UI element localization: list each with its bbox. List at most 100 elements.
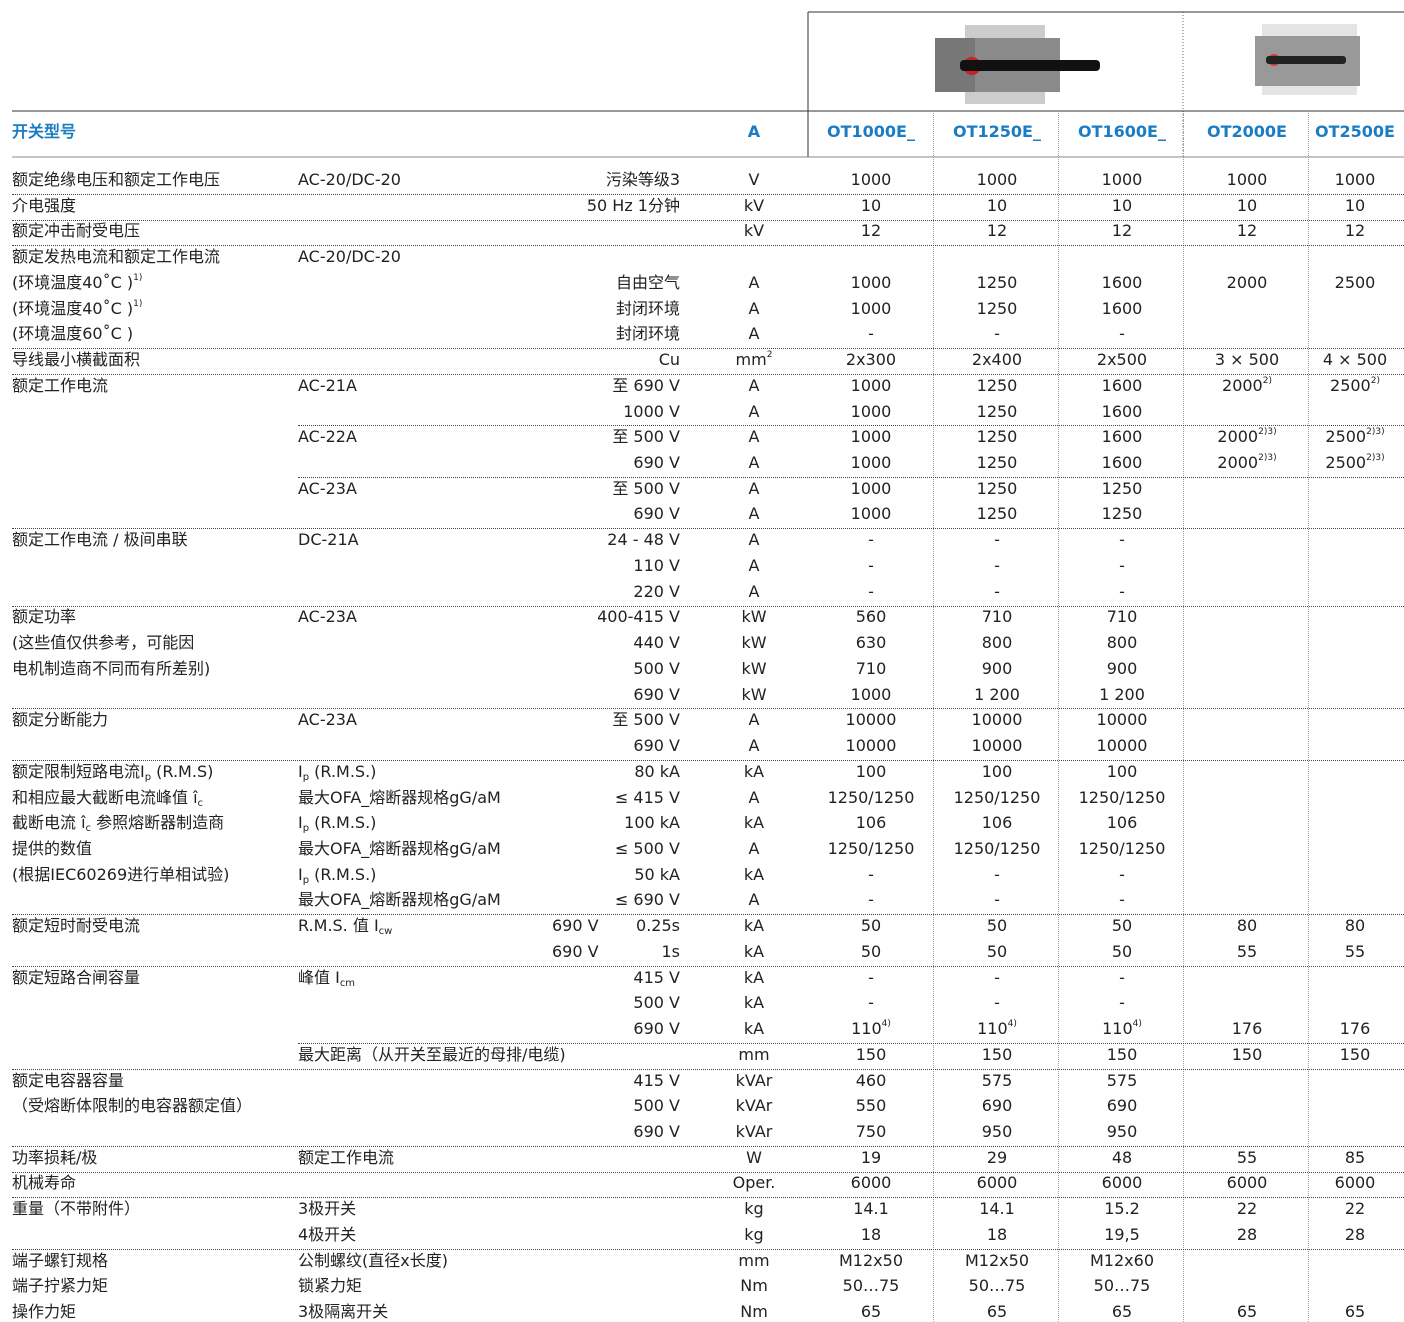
text: 110 <box>1102 1019 1133 1038</box>
text: 690 V <box>552 915 599 937</box>
sub: c <box>198 798 204 809</box>
product-image <box>935 25 1100 104</box>
value: 1250 <box>1060 503 1184 525</box>
label: 重量（不带附件） <box>12 1198 140 1220</box>
value: 55 <box>1185 1147 1309 1169</box>
condition: 封闭环境 <box>430 298 680 320</box>
value: 1104) <box>1060 1018 1184 1040</box>
value: 14.1 <box>935 1198 1059 1220</box>
label: (这些值仅供参考，可能因 <box>12 632 194 654</box>
value: 800 <box>1060 632 1184 654</box>
condition: 80 kA <box>430 761 680 783</box>
model-name: OT1600E_ <box>1060 121 1184 143</box>
sub-parameter: 峰值 Icm <box>298 967 355 989</box>
value: 55 <box>1293 941 1404 963</box>
unit: kA <box>704 992 804 1014</box>
value: 50 <box>1060 941 1184 963</box>
value: 710 <box>809 658 933 680</box>
unit: kVAr <box>704 1095 804 1117</box>
value: 1000 <box>809 478 933 500</box>
row-rule <box>12 245 1404 246</box>
unit: mm <box>704 1044 804 1066</box>
value: 150 <box>935 1044 1059 1066</box>
text: 0.25s <box>636 915 680 937</box>
value: 1000 <box>809 452 933 474</box>
value: 1104) <box>809 1018 933 1040</box>
sub-parameter: AC-20/DC-20 <box>298 169 401 191</box>
unit: A <box>704 426 804 448</box>
value: 65 <box>935 1301 1059 1322</box>
value: - <box>809 529 933 551</box>
label: (环境温度40˚C )1) <box>12 272 142 294</box>
sub: cm <box>340 978 355 989</box>
unit: mm2 <box>704 349 804 371</box>
condition: ≤ 415 V <box>430 787 680 809</box>
text: (R.M.S.) <box>309 762 376 781</box>
condition: 500 V <box>430 1095 680 1117</box>
value: 1250/1250 <box>809 838 933 860</box>
text: 110 <box>977 1019 1008 1038</box>
condition: 至 500 V <box>430 426 680 448</box>
value: - <box>809 323 933 345</box>
value: 18 <box>809 1224 933 1246</box>
value: 12 <box>1293 220 1404 242</box>
value: 1000 <box>809 298 933 320</box>
sub-parameter: 锁紧力矩 <box>298 1275 362 1297</box>
value: 1000 <box>809 503 933 525</box>
unit: kA <box>704 864 804 886</box>
value: 106 <box>935 812 1059 834</box>
sub-parameter: Ip (R.M.S.) <box>298 812 376 834</box>
value: - <box>1060 864 1184 886</box>
value: 10 <box>1185 195 1309 217</box>
value: 12 <box>1060 220 1184 242</box>
unit: kW <box>704 606 804 628</box>
unit: kVAr <box>704 1121 804 1143</box>
label: 额定工作电流 / 极间串联 <box>12 529 188 551</box>
value: 750 <box>809 1121 933 1143</box>
sup: 2) <box>1371 376 1380 386</box>
value: M12x60 <box>1060 1250 1184 1272</box>
condition: 400-415 V <box>430 606 680 628</box>
value: - <box>935 555 1059 577</box>
value: - <box>809 889 933 911</box>
value: - <box>809 581 933 603</box>
value: 22 <box>1293 1198 1404 1220</box>
sup: 2)3) <box>1258 453 1276 463</box>
value: 50 <box>1060 915 1184 937</box>
value: 1250/1250 <box>935 838 1059 860</box>
unit: kA <box>704 915 804 937</box>
value: 20002)3) <box>1185 452 1309 474</box>
condition: 690 V <box>430 503 680 525</box>
value: 1 200 <box>935 684 1059 706</box>
value: 1000 <box>1293 169 1404 191</box>
unit: kW <box>704 684 804 706</box>
value: - <box>1060 581 1184 603</box>
sub-parameter: AC-20/DC-20 <box>298 246 401 268</box>
label: 额定电容器容量 <box>12 1070 124 1092</box>
condition: 690 V <box>430 452 680 474</box>
value: 65 <box>1185 1301 1309 1322</box>
sup: 4) <box>1008 1019 1017 1029</box>
value: 1250 <box>935 272 1059 294</box>
unit: kA <box>704 941 804 963</box>
unit: A <box>704 478 804 500</box>
value: 28 <box>1185 1224 1309 1246</box>
unit: A <box>704 735 804 757</box>
condition: 500 V <box>430 658 680 680</box>
value: 10 <box>935 195 1059 217</box>
value: 10000 <box>809 709 933 731</box>
value: 29 <box>935 1147 1059 1169</box>
unit: A <box>704 375 804 397</box>
value: 1000 <box>1185 169 1309 191</box>
label: (根据IEC60269进行单相试验) <box>12 864 229 886</box>
unit: A <box>704 452 804 474</box>
value: 1250 <box>935 503 1059 525</box>
condition: 690 V <box>430 684 680 706</box>
value: 28 <box>1293 1224 1404 1246</box>
value: 1 200 <box>1060 684 1184 706</box>
sup: 2)3) <box>1258 427 1276 437</box>
unit: A <box>704 503 804 525</box>
sup: 1) <box>133 299 142 309</box>
unit: kg <box>704 1224 804 1246</box>
value: 1600 <box>1060 401 1184 423</box>
